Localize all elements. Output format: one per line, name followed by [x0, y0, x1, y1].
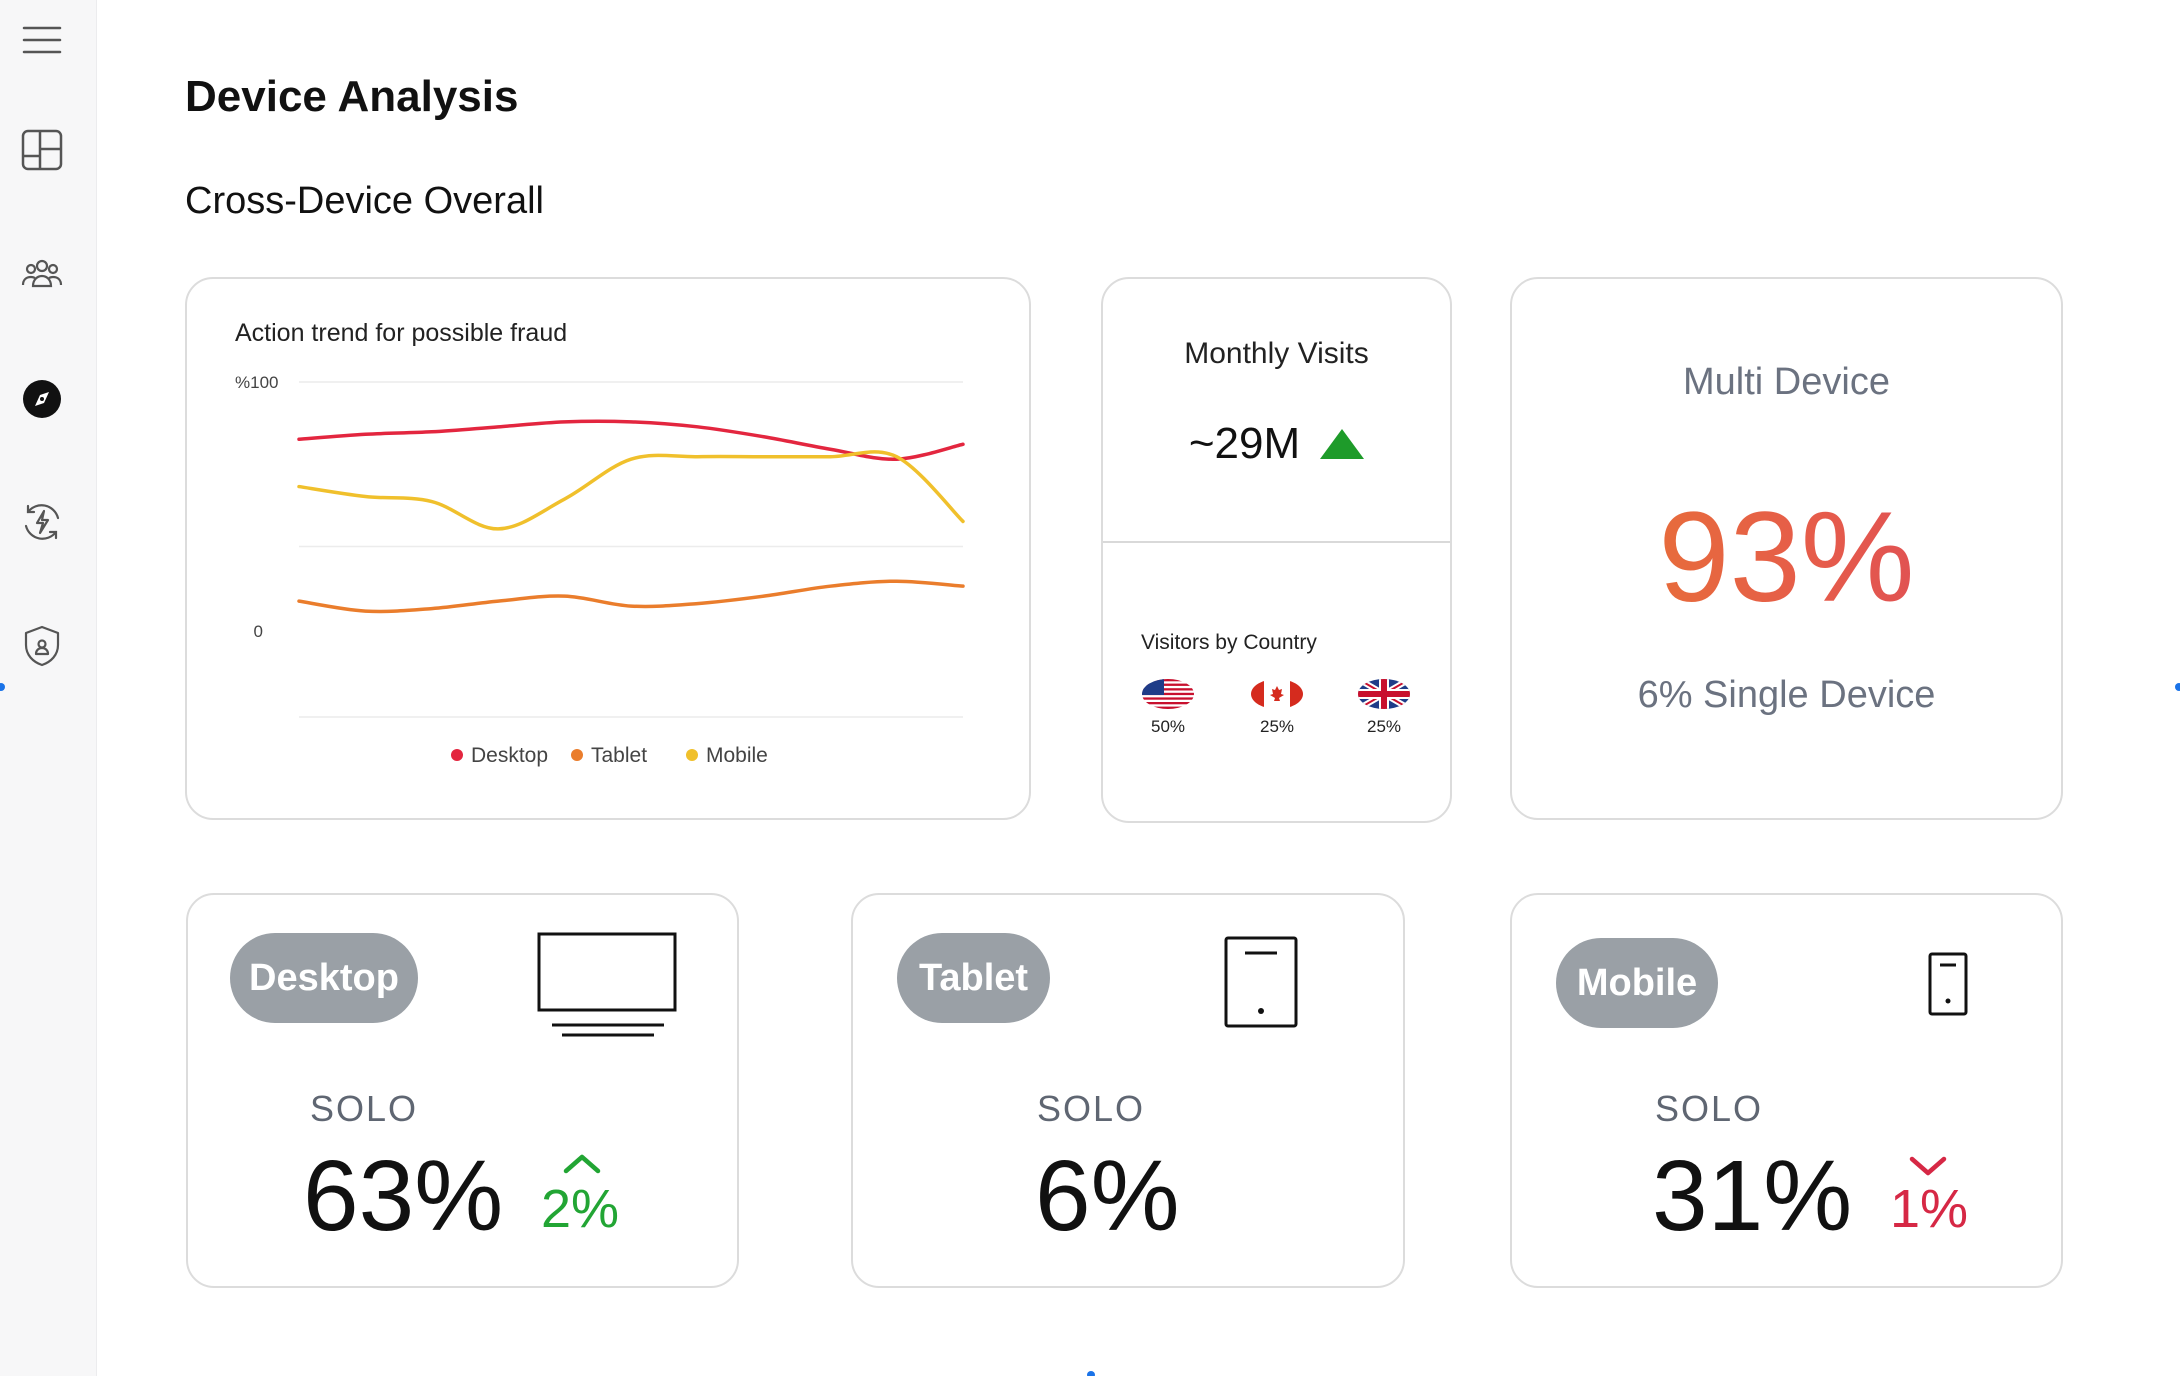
legend-dot-mobile	[686, 749, 698, 761]
page-title: Device Analysis	[185, 72, 519, 121]
phone-icon	[1928, 952, 1968, 1016]
y-tick-label: %100	[235, 373, 278, 392]
legend-label-tablet: Tablet	[591, 744, 647, 767]
mobile-delta: 1%	[1890, 1179, 1969, 1239]
chart-title: Action trend for possible fraud	[235, 319, 568, 347]
tablet-icon	[1224, 936, 1298, 1028]
multi-device-card: Multi Device 93% 6% Single Device	[1510, 277, 2063, 820]
desktop-pill: Desktop	[230, 933, 418, 1023]
lightning-refresh-icon[interactable]	[14, 494, 70, 550]
desktop-solo-value: 63%	[303, 1140, 504, 1252]
y-tick-label: 0	[254, 622, 263, 641]
edge-indicator-bottom	[1087, 1371, 1095, 1376]
us-flag-icon	[1142, 679, 1194, 709]
visits-value: ~29M	[1188, 419, 1301, 468]
trend-up-icon	[1320, 429, 1365, 459]
shield-lock-icon[interactable]	[14, 618, 70, 674]
single-device-subtitle: 6% Single Device	[1637, 674, 1936, 716]
canada-flag-icon	[1251, 679, 1303, 709]
desktop-delta: 2%	[541, 1179, 620, 1239]
sidebar	[0, 0, 97, 1376]
legend-dot-desktop	[451, 749, 463, 761]
edge-indicator-right	[2175, 683, 2180, 691]
uk-flag-icon	[1358, 679, 1410, 709]
country-percent: 25%	[1259, 717, 1295, 736]
visits-value-row: ~29M	[1103, 419, 1450, 469]
solo-label: SOLO	[310, 1088, 419, 1129]
country-item-us: 50%	[1138, 679, 1198, 737]
country-title: Visitors by Country	[1141, 631, 1317, 654]
legend-label-desktop: Desktop	[471, 744, 548, 767]
tablet-solo-value: 6%	[1035, 1140, 1180, 1252]
tablet-pill: Tablet	[897, 933, 1050, 1023]
country-percent: 50%	[1150, 717, 1186, 736]
multi-device-title: Multi Device	[1683, 361, 1890, 403]
hamburger-menu-icon[interactable]	[14, 12, 70, 68]
visits-title: Monthly Visits	[1184, 337, 1369, 370]
edge-indicator-left	[0, 683, 5, 691]
monthly-visits-card: Monthly Visits ~29M Visitors by Country …	[1101, 277, 1452, 823]
fraud-trend-card: Action trend for possible fraud %100 0 Des…	[185, 277, 1031, 820]
layout-icon[interactable]	[14, 122, 70, 178]
mobile-card: Mobile SOLO 31% 1%	[1510, 893, 2063, 1288]
solo-label: SOLO	[1037, 1088, 1146, 1129]
series-line-tablet	[297, 579, 965, 614]
compass-icon[interactable]	[14, 371, 70, 427]
solo-label: SOLO	[1655, 1088, 1764, 1129]
chevron-up-icon	[563, 1154, 601, 1174]
divider	[1103, 541, 1450, 543]
country-item-uk: 25%	[1354, 679, 1414, 737]
series-line-mobile	[297, 450, 965, 531]
tablet-card: Tablet SOLO 6%	[851, 893, 1405, 1288]
legend-label-mobile: Mobile	[706, 744, 768, 767]
mobile-pill: Mobile	[1556, 938, 1718, 1028]
legend-dot-tablet	[571, 749, 583, 761]
users-group-icon[interactable]	[14, 246, 70, 302]
section-title: Cross-Device Overall	[185, 180, 544, 222]
monitor-icon	[537, 932, 677, 1037]
country-item-ca: 25%	[1247, 679, 1307, 737]
fraud-trend-chart: %100 0 Desktop Tablet Mobile	[235, 373, 965, 767]
chevron-down-icon	[1909, 1156, 1947, 1176]
mobile-solo-value: 31%	[1652, 1140, 1853, 1252]
multi-device-value: 93%	[1512, 484, 2061, 631]
country-percent: 25%	[1366, 717, 1402, 736]
desktop-card: Desktop SOLO 63% 2%	[186, 893, 739, 1288]
